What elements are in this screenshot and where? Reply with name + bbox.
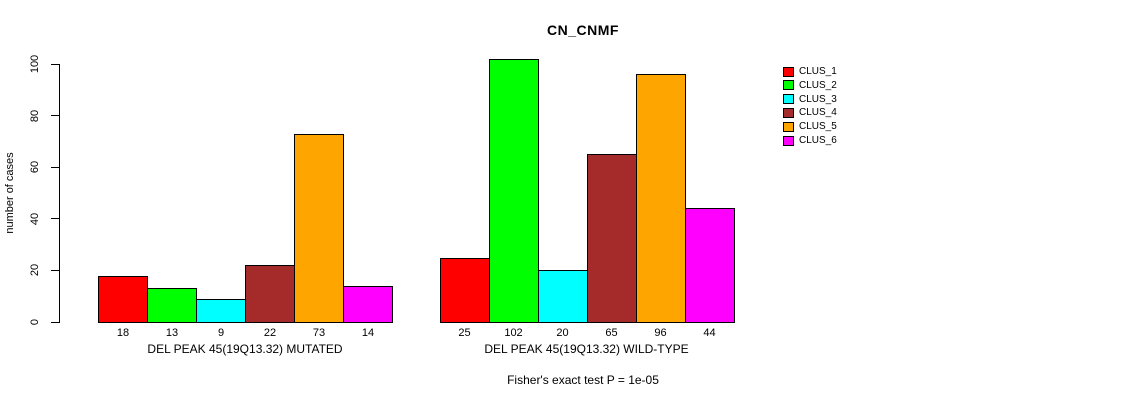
bar-value-label: 25 [458, 327, 471, 339]
y-axis-line [59, 63, 60, 323]
y-tick-label: 80 [29, 109, 41, 122]
legend-swatch-clus_4 [783, 107, 794, 118]
bar-value-label: 20 [556, 327, 569, 339]
chart-title: CN_CNMF [547, 22, 619, 38]
bar-clus_4 [586, 154, 637, 323]
y-tick-mark [51, 218, 59, 220]
legend-item-clus_1: CLUS_1 [783, 65, 837, 79]
legend-item-clus_4: CLUS_4 [783, 106, 837, 120]
bar-value-label: 44 [703, 327, 716, 339]
bar-clus_1 [98, 275, 148, 323]
legend-item-clus_2: CLUS_2 [783, 78, 837, 92]
bar-value-label: 13 [165, 327, 179, 339]
bar-clus_2 [147, 288, 197, 323]
y-tick-label: 0 [29, 318, 41, 326]
bar-clus_6 [343, 285, 393, 323]
legend-label: CLUS_4 [799, 107, 837, 119]
legend-swatch-clus_3 [783, 94, 794, 105]
bar-clus_5 [294, 133, 344, 323]
y-tick-mark [51, 63, 59, 65]
legend-item-clus_3: CLUS_3 [783, 92, 837, 106]
category-label: DEL PEAK 45(19Q13.32) WILD-TYPE [484, 342, 689, 356]
category-label: DEL PEAK 45(19Q13.32) MUTATED [147, 342, 343, 356]
y-tick-label: 60 [29, 161, 41, 174]
y-tick-label: 40 [29, 212, 41, 225]
bar-clus_3 [196, 298, 246, 323]
y-tick-mark [51, 166, 59, 168]
legend-swatch-clus_5 [783, 121, 794, 132]
bar-clus_4 [245, 265, 295, 323]
bar-value-label: 22 [263, 327, 277, 339]
bar-clus_5 [635, 74, 686, 323]
legend-swatch-clus_6 [783, 135, 794, 146]
legend-swatch-clus_2 [783, 80, 794, 91]
legend-label: CLUS_2 [799, 79, 837, 91]
y-tick-label: 20 [29, 264, 41, 277]
bar-value-label: 9 [217, 327, 225, 339]
legend-label: CLUS_1 [799, 66, 837, 77]
y-tick-label: 100 [29, 54, 41, 74]
fisher-test-annotation: Fisher's exact test P = 1e-05 [507, 373, 659, 387]
bar-value-label: 96 [654, 327, 667, 339]
y-axis-title: number of cases [4, 152, 16, 234]
y-tick-mark [51, 269, 59, 271]
legend-label: CLUS_6 [799, 135, 837, 146]
bar-value-label: 65 [605, 327, 618, 339]
bar-value-label: 14 [361, 327, 375, 339]
bar-value-label: 18 [116, 327, 130, 339]
bar-clus_2 [488, 58, 539, 323]
bar-value-label: 73 [312, 327, 326, 339]
bar-clus_3 [537, 270, 588, 323]
bar-value-label: 102 [504, 327, 523, 339]
legend-item-clus_5: CLUS_5 [783, 120, 837, 134]
legend-label: CLUS_5 [799, 121, 837, 133]
bar-clus_1 [439, 257, 490, 323]
legend-swatch-clus_1 [783, 66, 794, 77]
bar-clus_6 [684, 208, 735, 323]
legend-label: CLUS_3 [799, 93, 837, 105]
legend-item-clus_6: CLUS_6 [783, 134, 837, 148]
y-tick-mark [51, 115, 59, 117]
y-tick-mark [51, 321, 59, 323]
